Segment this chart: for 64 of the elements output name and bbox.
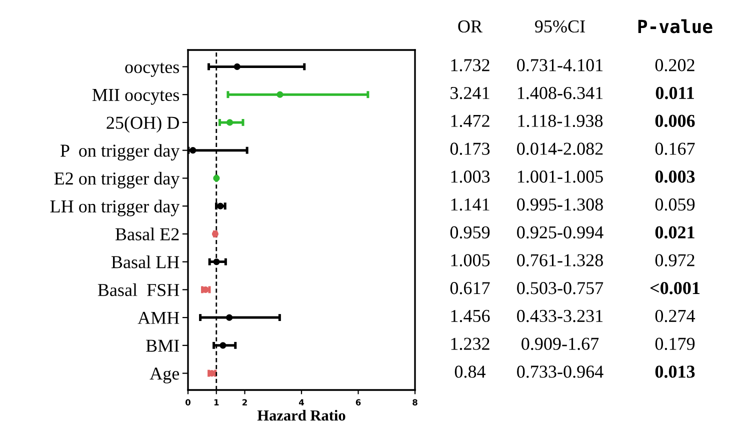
text: 1.118-1.938 xyxy=(518,114,603,128)
data-label: 0.84 xyxy=(454,366,486,378)
data-label: 1.141 xyxy=(451,198,490,211)
y-tick-label: oocytes xyxy=(125,62,180,77)
text: 0.202 xyxy=(655,59,694,72)
text: 0.909-1.67 xyxy=(522,338,599,350)
y-tick-label: P on trigger day xyxy=(60,144,180,160)
data-label: 0.617 xyxy=(450,282,490,294)
x-tick-label: 0 xyxy=(186,399,190,406)
y-tick-label: BMI xyxy=(146,340,180,352)
text: OR xyxy=(458,20,483,33)
text: 0.006 xyxy=(655,114,695,128)
text: 0.013 xyxy=(655,366,695,378)
point xyxy=(220,342,226,349)
x-tick-label: 4 xyxy=(298,399,304,406)
y-tick-label: Basal LH xyxy=(111,256,180,268)
text: 0.503-0.757 xyxy=(517,282,604,294)
text: 0.021 xyxy=(655,226,694,239)
data-label: 1.456 xyxy=(451,310,490,322)
point xyxy=(226,314,233,321)
text: 0.011 xyxy=(656,86,694,100)
x-axis-title: Hazard Ratio xyxy=(257,410,346,421)
y-tick-label: AMH xyxy=(138,312,180,324)
text: 0.003 xyxy=(655,170,695,183)
text: 0.995-1.308 xyxy=(517,198,603,211)
y-tick-label: MII oocytes xyxy=(92,89,180,105)
point xyxy=(213,258,220,266)
x-tick-label: 1 xyxy=(214,399,219,406)
data-label: 1.003 xyxy=(451,170,490,183)
text: 0.433-3.231 xyxy=(517,310,603,322)
data-label: 3.241 xyxy=(450,86,490,100)
data-label: 0.959 xyxy=(450,226,490,239)
text: 0.059 xyxy=(655,198,695,211)
y-tick-label: LH on trigger day xyxy=(50,200,180,216)
data-label: 1.732 xyxy=(451,59,490,72)
text: 0.014-2.082 xyxy=(517,142,603,155)
text: 0.761-1.328 xyxy=(517,254,603,266)
y-tick-label: Basal E2 xyxy=(116,228,179,240)
text: 95%CI xyxy=(535,20,585,33)
y-tick-label: Age xyxy=(150,368,180,384)
text: 0.167 xyxy=(655,142,695,155)
data-label: 1.472 xyxy=(451,114,490,128)
text: 0.972 xyxy=(655,254,694,266)
text: P-value xyxy=(638,19,712,34)
y-tick-label: 25(OH) D xyxy=(106,116,179,133)
point xyxy=(234,63,240,70)
y-tick-label: Basal FSH xyxy=(98,283,180,296)
x-tick-label: 2 xyxy=(242,399,247,406)
x-tick-label: 8 xyxy=(412,399,418,406)
text: 1.001-1.005 xyxy=(518,170,603,183)
text: 1.408-6.341 xyxy=(518,86,603,100)
data-label: 0.173 xyxy=(450,142,490,155)
point xyxy=(276,91,284,98)
data-label: 1.005 xyxy=(451,254,490,266)
text: 0.179 xyxy=(655,338,695,350)
data-label: 1.232 xyxy=(451,338,490,350)
point xyxy=(226,119,234,126)
text: 0.733-0.964 xyxy=(517,366,604,378)
x-tick-label: 6 xyxy=(356,399,361,406)
text: 0.925-0.994 xyxy=(517,226,604,239)
y-tick-label: E2 on trigger day xyxy=(54,172,180,188)
text: 0.731-4.101 xyxy=(517,59,603,72)
text: <0.001 xyxy=(650,282,700,294)
text: 0.274 xyxy=(655,310,696,322)
